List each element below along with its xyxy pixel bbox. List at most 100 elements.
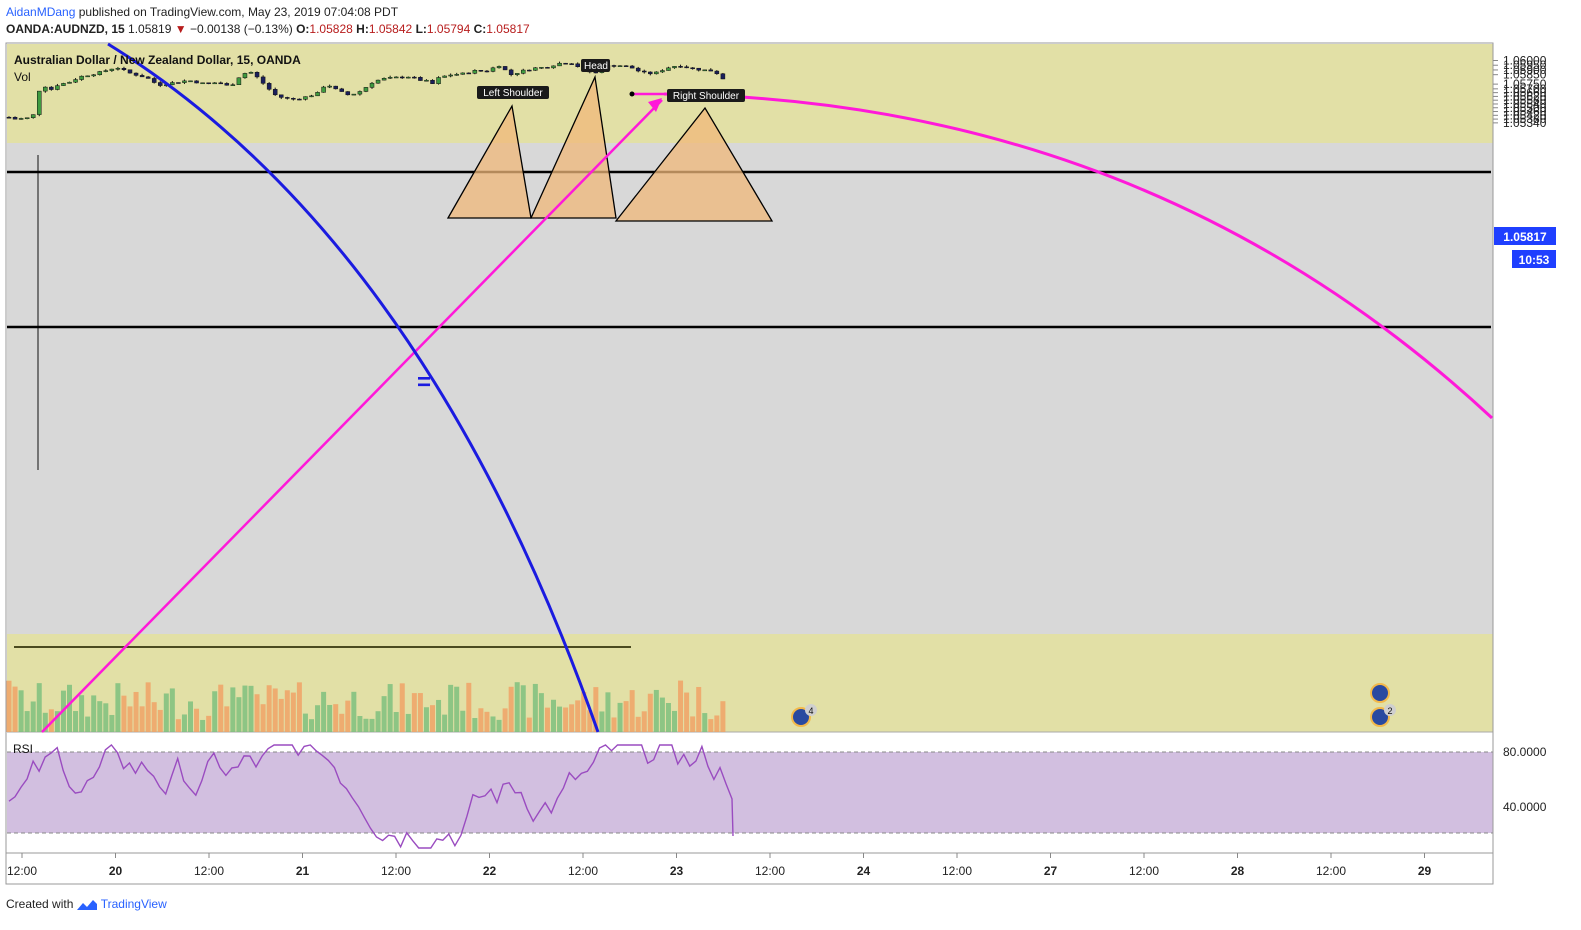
head-label-bg bbox=[581, 59, 610, 72]
close-value: 1.05817 bbox=[486, 22, 530, 36]
event-badge-2[interactable]: 2 bbox=[1370, 683, 1396, 727]
candle-body bbox=[206, 82, 211, 85]
volume-bar bbox=[18, 690, 24, 732]
candle-body bbox=[357, 91, 363, 95]
candle-body bbox=[406, 76, 411, 79]
head-triangle[interactable] bbox=[529, 74, 617, 219]
rsi-tick-label: 80.0000 bbox=[1503, 745, 1547, 759]
right-shoulder-triangle[interactable] bbox=[614, 106, 774, 222]
volume-bar bbox=[302, 713, 308, 732]
time-tick-label: 12:00 bbox=[568, 864, 598, 878]
volume-bar bbox=[48, 709, 54, 732]
au-flag-icon bbox=[1370, 707, 1390, 727]
volume-bar bbox=[139, 706, 145, 732]
price-tick-label: 1.05750 bbox=[1503, 77, 1547, 91]
candle-body bbox=[236, 77, 242, 85]
volume-bar bbox=[508, 686, 514, 732]
price-tick-label: 1.05900 bbox=[1503, 63, 1547, 77]
candle-body bbox=[527, 69, 532, 72]
volume-bars bbox=[6, 680, 726, 732]
badge-count-2: 2 bbox=[1387, 706, 1392, 716]
volume-bar bbox=[357, 716, 363, 732]
projection-curve[interactable] bbox=[663, 92, 1494, 420]
blue-arc-curve[interactable] bbox=[107, 42, 600, 733]
volume-bar bbox=[157, 709, 163, 732]
volume-bar bbox=[121, 695, 127, 732]
price-axis[interactable]: 1.060001.059501.059001.058501.057501.057… bbox=[1493, 54, 1547, 130]
volume-bar bbox=[79, 695, 85, 732]
volume-bar bbox=[430, 705, 435, 732]
arrow-start-dot bbox=[629, 91, 635, 97]
author-link[interactable]: AidanMDang bbox=[6, 5, 76, 19]
candle-body bbox=[170, 82, 175, 86]
volume-bar bbox=[36, 683, 42, 732]
candle-body bbox=[660, 70, 665, 73]
candle-body bbox=[315, 92, 320, 97]
price-tick-label: 1.05500 bbox=[1503, 101, 1547, 115]
candle-body bbox=[97, 71, 102, 76]
volume-bar bbox=[73, 711, 79, 732]
volume-bar bbox=[672, 710, 677, 732]
candle-body bbox=[260, 76, 266, 84]
time-tick-label: 12:00 bbox=[194, 864, 224, 878]
candle-body bbox=[103, 70, 109, 72]
candle-body bbox=[496, 66, 502, 69]
candle-body bbox=[369, 82, 375, 88]
volume-bar bbox=[309, 719, 314, 732]
close-label: C: bbox=[473, 22, 487, 36]
volume-bar bbox=[284, 690, 290, 732]
candle-body bbox=[345, 91, 351, 96]
time-tick-label: 23 bbox=[670, 864, 684, 878]
volume-bar bbox=[635, 716, 641, 732]
volume-bar bbox=[538, 693, 544, 732]
time-axis[interactable]: 12:00 20 12:00 21 12:00 22 12:00 23 12:00 24 12:00… bbox=[7, 853, 1432, 878]
candle-body bbox=[351, 93, 357, 96]
candle-body bbox=[400, 76, 405, 79]
candle-body bbox=[708, 69, 714, 72]
price-tick-label: 1.05380 bbox=[1503, 112, 1547, 126]
volume-bar bbox=[514, 682, 520, 732]
price-tick-label: 1.05950 bbox=[1503, 58, 1547, 72]
tradingview-link[interactable]: TradingView bbox=[100, 897, 167, 911]
event-badge-1[interactable]: 4 bbox=[791, 704, 817, 727]
volume-bar bbox=[448, 684, 454, 732]
candle-body bbox=[448, 74, 453, 77]
head-label: Head bbox=[584, 61, 608, 72]
volume-bar bbox=[327, 704, 333, 732]
rsi-axis: 80.0000 40.0000 bbox=[1503, 745, 1547, 814]
nz-flag-icon bbox=[791, 707, 811, 727]
candle-body bbox=[139, 75, 145, 78]
volume-bar bbox=[641, 711, 647, 732]
volume-bar bbox=[109, 714, 115, 732]
candle-body bbox=[224, 83, 230, 86]
candle-body bbox=[551, 65, 556, 69]
candle-body bbox=[418, 77, 423, 81]
volume-bar bbox=[363, 718, 369, 732]
candle-body bbox=[442, 75, 447, 78]
range-zone bbox=[7, 143, 1493, 634]
candle-body bbox=[12, 116, 18, 120]
left-shoulder-triangle[interactable] bbox=[446, 104, 532, 219]
candle-body bbox=[61, 83, 66, 86]
badge-count-1: 4 bbox=[808, 706, 813, 716]
candle-body bbox=[412, 76, 417, 79]
volume-bar bbox=[266, 685, 272, 732]
candle-body bbox=[272, 89, 278, 96]
candle-body bbox=[321, 86, 326, 93]
candle-body bbox=[508, 69, 514, 75]
candle-body bbox=[121, 67, 127, 70]
candle-body bbox=[714, 70, 720, 75]
volume-bar bbox=[224, 706, 230, 732]
volume-bar bbox=[97, 701, 103, 732]
volume-bar bbox=[278, 698, 284, 732]
volume-bar bbox=[163, 693, 169, 732]
candle-body bbox=[545, 67, 550, 69]
candle-body bbox=[466, 72, 472, 75]
time-tick-label: 12:00 bbox=[1129, 864, 1159, 878]
rsi-band bbox=[7, 752, 1493, 833]
ascending-trendline[interactable] bbox=[41, 99, 663, 733]
volume-bar bbox=[599, 711, 605, 732]
time-tick-label: 12:00 bbox=[7, 864, 37, 878]
volume-bar bbox=[236, 697, 242, 732]
